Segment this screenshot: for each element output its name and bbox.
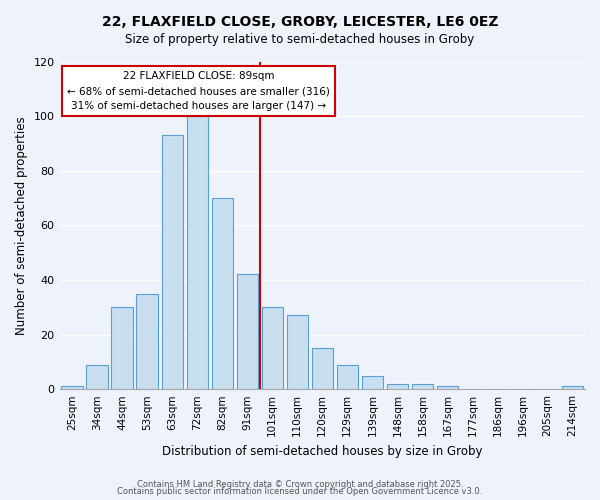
Bar bbox=[61, 386, 83, 389]
Bar bbox=[187, 116, 208, 389]
Bar bbox=[387, 384, 408, 389]
Bar bbox=[311, 348, 333, 389]
Bar bbox=[412, 384, 433, 389]
Bar bbox=[86, 364, 108, 389]
Text: Contains HM Land Registry data © Crown copyright and database right 2025.: Contains HM Land Registry data © Crown c… bbox=[137, 480, 463, 489]
Bar bbox=[562, 386, 583, 389]
Text: Contains public sector information licensed under the Open Government Licence v3: Contains public sector information licen… bbox=[118, 487, 482, 496]
Y-axis label: Number of semi-detached properties: Number of semi-detached properties bbox=[15, 116, 28, 334]
Text: 22 FLAXFIELD CLOSE: 89sqm
← 68% of semi-detached houses are smaller (316)
31% of: 22 FLAXFIELD CLOSE: 89sqm ← 68% of semi-… bbox=[67, 72, 330, 111]
Bar bbox=[362, 376, 383, 389]
Bar bbox=[136, 294, 158, 389]
X-axis label: Distribution of semi-detached houses by size in Groby: Distribution of semi-detached houses by … bbox=[162, 444, 482, 458]
Bar bbox=[262, 308, 283, 389]
Bar bbox=[236, 274, 258, 389]
Text: 22, FLAXFIELD CLOSE, GROBY, LEICESTER, LE6 0EZ: 22, FLAXFIELD CLOSE, GROBY, LEICESTER, L… bbox=[102, 15, 498, 29]
Text: Size of property relative to semi-detached houses in Groby: Size of property relative to semi-detach… bbox=[125, 32, 475, 46]
Bar bbox=[337, 364, 358, 389]
Bar bbox=[161, 135, 183, 389]
Bar bbox=[437, 386, 458, 389]
Bar bbox=[287, 316, 308, 389]
Bar bbox=[212, 198, 233, 389]
Bar bbox=[112, 308, 133, 389]
